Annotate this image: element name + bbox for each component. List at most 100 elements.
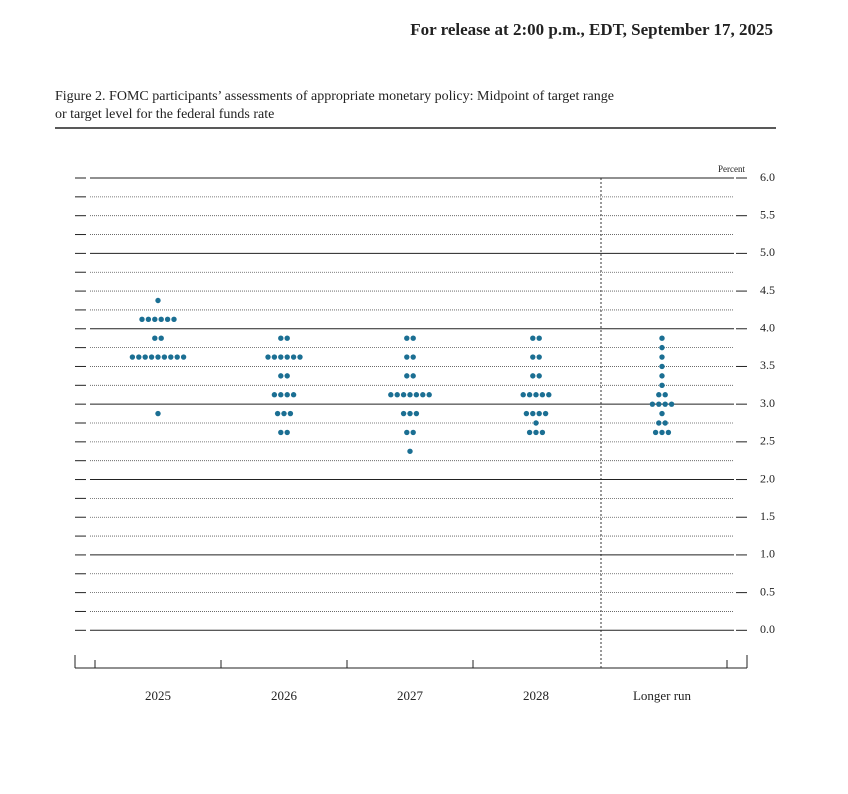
dot <box>278 429 284 436</box>
dot <box>536 410 542 417</box>
dot <box>520 392 526 398</box>
dot <box>284 354 290 360</box>
dot <box>410 373 416 379</box>
dot <box>533 429 539 436</box>
dot <box>523 410 530 417</box>
dot <box>420 392 426 398</box>
dot <box>656 401 662 407</box>
dot <box>148 354 155 360</box>
dot <box>410 354 416 360</box>
dot <box>155 297 161 304</box>
dot <box>659 363 665 370</box>
y-tick-label: 3.0 <box>760 396 775 410</box>
dot <box>539 429 546 436</box>
dot <box>526 429 533 436</box>
dot <box>413 410 420 417</box>
dot <box>665 429 672 436</box>
dot <box>659 335 665 341</box>
y-tick-label: 4.0 <box>760 321 775 335</box>
dot <box>171 316 177 323</box>
dot <box>287 410 294 417</box>
dot <box>413 392 420 398</box>
dot <box>662 420 668 426</box>
dot <box>388 392 394 398</box>
caption: or target level for the federal funds ra… <box>55 107 274 122</box>
dot <box>271 392 278 398</box>
dot <box>168 354 174 360</box>
dot <box>542 410 549 417</box>
dot <box>404 429 410 436</box>
dot <box>662 392 668 398</box>
dot <box>668 401 675 407</box>
dot <box>659 344 665 351</box>
dot <box>139 316 145 323</box>
dot <box>659 373 665 379</box>
dot <box>404 335 410 341</box>
dot <box>530 410 536 417</box>
x-tick-label: 2025 <box>145 688 171 703</box>
dot <box>404 354 410 360</box>
dot <box>410 335 416 341</box>
dot <box>284 429 290 436</box>
dot <box>539 392 546 398</box>
y-tick-label: 5.0 <box>760 245 775 259</box>
dot <box>659 382 665 389</box>
dot <box>271 354 278 360</box>
y-tick-label: 4.5 <box>760 283 775 297</box>
dot <box>136 354 142 360</box>
y-tick-label: 1.0 <box>760 547 775 561</box>
x-tick-label: 2027 <box>397 688 424 703</box>
dot <box>530 354 536 360</box>
dot <box>407 392 413 398</box>
dot <box>155 410 161 417</box>
dot <box>400 410 407 417</box>
dot <box>526 392 533 398</box>
dot <box>530 335 536 341</box>
y-tick-label: 2.5 <box>760 434 775 448</box>
dot <box>649 401 656 407</box>
x-tick-label: 2026 <box>271 688 298 703</box>
dot <box>533 420 539 426</box>
dot <box>536 373 542 379</box>
dot <box>407 410 413 417</box>
dot <box>281 410 287 417</box>
dot <box>278 392 284 398</box>
dot <box>394 392 400 398</box>
y-label: Percent <box>718 164 745 174</box>
dot <box>656 420 662 426</box>
dot <box>546 392 552 398</box>
y-tick-label: 6.0 <box>760 170 775 184</box>
dot <box>426 392 432 398</box>
y-tick-label: 5.5 <box>760 207 775 221</box>
dot <box>265 354 271 360</box>
x-tick-label: Longer run <box>633 688 692 703</box>
dot <box>407 448 413 454</box>
dot <box>152 316 158 323</box>
dot <box>278 373 284 379</box>
dot <box>536 335 542 341</box>
dot <box>278 335 284 341</box>
dot <box>659 429 665 436</box>
dot <box>284 392 290 398</box>
dot <box>290 392 297 398</box>
y-tick-label: 0.5 <box>760 584 775 598</box>
dot <box>662 401 668 407</box>
dot <box>530 373 536 379</box>
release-header: For release at 2:00 p.m., EDT, September… <box>410 20 773 39</box>
caption: Figure 2. FOMC participants’ assessments… <box>55 89 614 104</box>
dot <box>290 354 297 360</box>
y-tick-label: 2.0 <box>760 471 775 485</box>
dot <box>161 354 168 360</box>
dot <box>284 373 290 379</box>
dot <box>180 354 187 360</box>
dot <box>278 354 284 360</box>
dot <box>533 392 539 398</box>
dot <box>174 354 180 360</box>
dot <box>145 316 152 323</box>
dot <box>158 316 164 323</box>
dot <box>404 373 410 379</box>
dot <box>158 335 164 341</box>
y-tick-label: 1.5 <box>760 509 775 523</box>
